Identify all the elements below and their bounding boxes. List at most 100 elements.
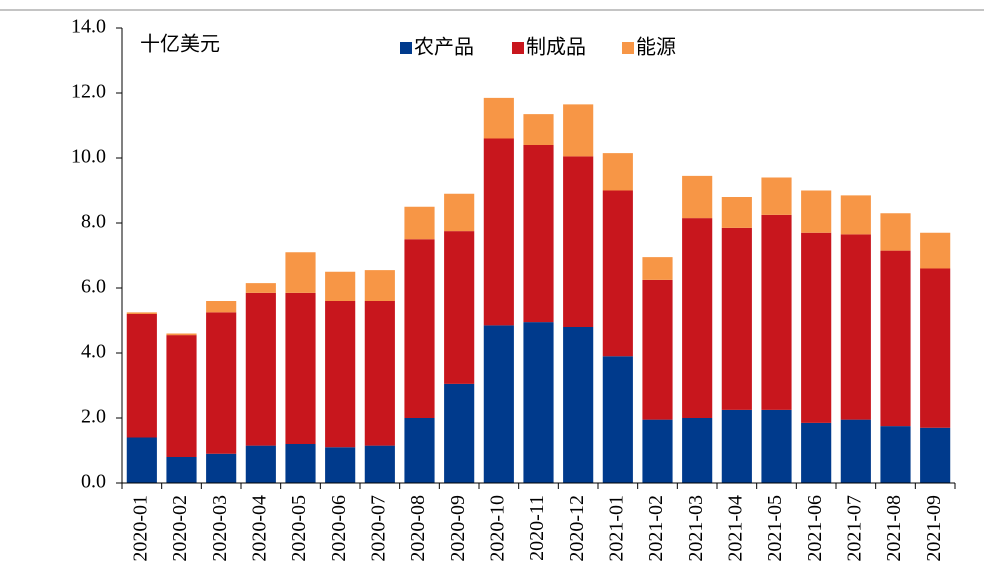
bar-segment — [325, 301, 356, 448]
bar-segment — [880, 426, 911, 483]
bar-segment — [126, 437, 157, 483]
bar-segment — [523, 322, 554, 483]
bar-segment — [364, 270, 395, 301]
y-tick-label: 2.0 — [81, 406, 106, 428]
x-tick-label: 2021-05 — [764, 495, 786, 562]
bar-segment — [523, 114, 554, 145]
bar-segment — [166, 333, 197, 336]
bar-segment — [483, 325, 514, 483]
x-tick-label: 2021-03 — [685, 495, 707, 562]
y-tick-label: 8.0 — [81, 211, 106, 233]
bar-segment — [206, 453, 237, 483]
legend-label: 农产品 — [414, 36, 474, 59]
x-tick-label: 2020-09 — [447, 495, 469, 562]
legend-label: 能源 — [636, 36, 676, 59]
bar-segment — [404, 418, 435, 483]
bar-segment — [563, 104, 594, 157]
bar-segment — [880, 250, 911, 427]
y-tick-label: 10.0 — [71, 146, 106, 168]
unit-label: 十亿美元 — [140, 33, 220, 56]
bar-segment — [801, 190, 832, 233]
x-tick-label: 2020-06 — [328, 495, 350, 562]
y-tick-label: 6.0 — [81, 276, 106, 298]
x-tick-label: 2020-08 — [407, 495, 429, 562]
bar-segment — [880, 213, 911, 251]
bar-segment — [444, 231, 475, 384]
bar-segment — [325, 447, 356, 483]
y-tick-label: 0.0 — [81, 471, 106, 493]
x-tick-label: 2020-12 — [566, 495, 588, 562]
bar-segment — [721, 227, 752, 410]
bar-segment — [602, 153, 633, 191]
x-tick-label: 2021-04 — [724, 495, 746, 562]
x-tick-label: 2021-08 — [883, 495, 905, 562]
bar-segment — [523, 145, 554, 323]
bar-segment — [166, 335, 197, 457]
x-tick-label: 2020-01 — [129, 495, 151, 562]
bar-segment — [602, 356, 633, 483]
bar-segment — [325, 271, 356, 301]
bar-segment — [840, 419, 871, 483]
legend-swatch — [512, 42, 524, 54]
bar-segment — [206, 301, 237, 313]
bar-segment — [563, 156, 594, 327]
bar-segment — [404, 239, 435, 418]
bar-segment — [920, 232, 951, 269]
bar-segment — [642, 257, 673, 280]
bar-segment — [126, 312, 157, 314]
bar-segment — [166, 457, 197, 483]
legend-label: 制成品 — [526, 36, 586, 59]
x-tick-label: 2020-11 — [526, 495, 548, 561]
bar-segment — [682, 418, 713, 483]
bar-segment — [483, 97, 514, 139]
bar-segment — [920, 427, 951, 483]
legend-swatch — [400, 42, 412, 54]
bar-segment — [364, 445, 395, 483]
bar-segment — [285, 444, 316, 483]
y-tick-label: 14.0 — [71, 16, 106, 38]
x-tick-label: 2021-06 — [804, 495, 826, 562]
x-tick-label: 2020-04 — [248, 495, 270, 562]
x-tick-label: 2020-03 — [209, 495, 231, 562]
bar-segment — [285, 292, 316, 444]
bar-segment — [602, 190, 633, 357]
x-tick-label: 2020-02 — [169, 495, 191, 562]
bar-segment — [126, 314, 157, 438]
bar-segment — [483, 138, 514, 326]
bar-segment — [206, 312, 237, 454]
bar-segment — [444, 383, 475, 483]
bar-segment — [245, 292, 276, 446]
bar-segment — [364, 301, 395, 446]
bar-segment — [642, 419, 673, 483]
bar-segment — [761, 214, 792, 410]
y-tick-label: 12.0 — [71, 81, 106, 103]
bar-segment — [721, 197, 752, 228]
bar-segment — [404, 206, 435, 240]
bar-segment — [682, 175, 713, 219]
bar-segment — [840, 195, 871, 235]
bar-segment — [761, 177, 792, 215]
bar-segment — [840, 234, 871, 420]
bar-segment — [801, 422, 832, 483]
bar-segment — [285, 252, 316, 293]
bar-segment — [245, 283, 276, 293]
bar-segment — [682, 218, 713, 418]
bar-segment — [245, 445, 276, 483]
bar-segment — [920, 268, 951, 428]
bar-segment — [761, 409, 792, 483]
x-tick-label: 2021-01 — [605, 495, 627, 562]
legend-swatch — [622, 42, 634, 54]
x-tick-label: 2021-02 — [645, 495, 667, 562]
y-tick-label: 4.0 — [81, 341, 106, 363]
x-tick-label: 2021-09 — [923, 495, 945, 562]
bar-segment — [721, 409, 752, 483]
bar-segment — [801, 232, 832, 423]
x-tick-label: 2020-10 — [486, 495, 508, 562]
x-tick-label: 2021-07 — [843, 495, 865, 562]
bar-segment — [642, 279, 673, 420]
bar-segment — [563, 327, 594, 483]
x-tick-label: 2020-07 — [367, 495, 389, 562]
bar-segment — [444, 193, 475, 232]
x-tick-label: 2020-05 — [288, 495, 310, 562]
